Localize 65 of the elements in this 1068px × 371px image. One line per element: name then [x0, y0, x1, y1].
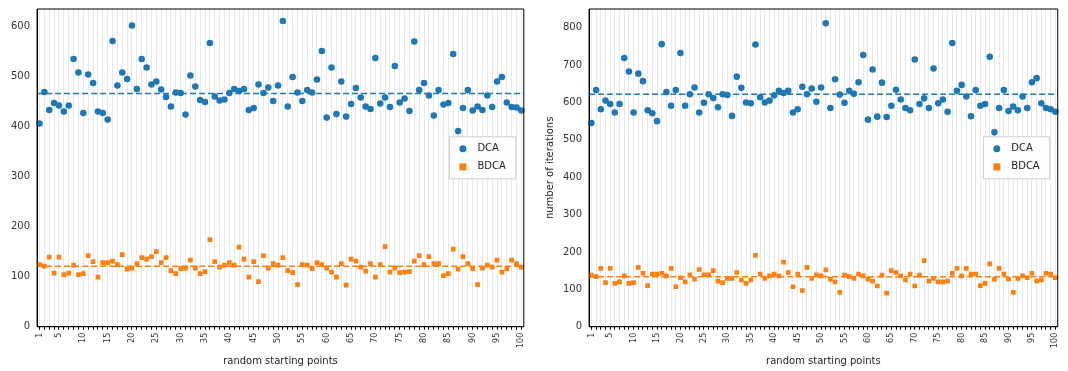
- x-tick-label: 45: [792, 332, 802, 343]
- y-tick-label: 400: [10, 120, 31, 132]
- y-tick-label: 800: [562, 21, 583, 33]
- x-tick-label: 95: [1027, 332, 1037, 343]
- x-tick-label: 40: [769, 332, 779, 343]
- x-tick-label: 45: [248, 332, 258, 343]
- x-axis-title: random starting points: [223, 354, 338, 366]
- x-tick-label: 25: [698, 332, 708, 343]
- y-tick-label: 400: [562, 170, 583, 182]
- x-tick-label: 85: [443, 332, 453, 343]
- x-tick-label: 100: [1050, 332, 1060, 349]
- legend-label: DCA: [477, 142, 500, 154]
- x-tick-label: 35: [745, 332, 755, 343]
- y-tick-label: 500: [562, 133, 583, 145]
- x-tick-label: 100: [516, 332, 526, 349]
- x-tick-label: 75: [394, 332, 404, 343]
- x-tick-label: 70: [370, 332, 380, 343]
- x-tick-label: 5: [54, 332, 64, 338]
- y-tick-label: 0: [23, 320, 31, 332]
- y-tick-label: 0: [575, 320, 583, 332]
- x-tick-label: 80: [419, 332, 429, 343]
- x-tick-label: 55: [297, 332, 307, 343]
- x-tick-label: 60: [863, 332, 872, 343]
- y-tick-label: 100: [562, 282, 583, 294]
- legend-label: BDCA: [477, 160, 506, 172]
- y-tick-label: 100: [10, 270, 31, 282]
- x-tick-label: 10: [78, 332, 88, 343]
- x-tick-label: 20: [127, 332, 137, 343]
- legend-label: BDCA: [1011, 160, 1040, 172]
- x-tick-label: 10: [628, 332, 638, 343]
- y-tick-label: 300: [562, 208, 583, 220]
- x-tick-label: 55: [839, 332, 849, 343]
- y-tick-label: 600: [10, 20, 31, 32]
- x-tick-label: 50: [273, 332, 283, 343]
- x-tick-label: 1: [586, 332, 596, 338]
- x-tick-label: 15: [102, 332, 112, 343]
- x-tick-label: 5: [605, 332, 615, 338]
- x-tick-label: 1: [34, 332, 44, 338]
- x-tick-label: 65: [886, 332, 896, 343]
- x-tick-label: 50: [816, 332, 826, 343]
- x-tick-label: 75: [933, 332, 943, 343]
- x-tick-label: 90: [467, 332, 477, 343]
- x-tick-label: 20: [675, 332, 685, 343]
- x-tick-label: 70: [909, 332, 919, 343]
- x-tick-label: 30: [722, 332, 732, 343]
- y-tick-label: 200: [562, 245, 583, 257]
- x-tick-label: 60: [321, 332, 331, 343]
- x-tick-label: 95: [492, 332, 502, 343]
- x-tick-label: 85: [980, 332, 990, 343]
- x-tick-label: 40: [224, 332, 234, 343]
- x-tick-label: 25: [151, 332, 161, 343]
- x-tick-label: 35: [200, 332, 210, 343]
- x-tick-label: 15: [652, 332, 662, 343]
- x-tick-label: 80: [956, 332, 966, 343]
- y-axis-title: number of iterations: [543, 116, 555, 220]
- x-tick-label: 30: [175, 332, 185, 343]
- y-tick-label: 300: [10, 170, 31, 182]
- y-tick-label: 200: [10, 220, 31, 232]
- y-tick-label: 700: [562, 58, 583, 70]
- legend-label: DCA: [1011, 142, 1034, 154]
- y-tick-label: 600: [562, 96, 583, 108]
- x-tick-label: 65: [346, 332, 356, 343]
- x-tick-label: 90: [1003, 332, 1013, 343]
- y-tick-label: 500: [10, 70, 31, 82]
- x-axis-title: random starting points: [766, 354, 881, 366]
